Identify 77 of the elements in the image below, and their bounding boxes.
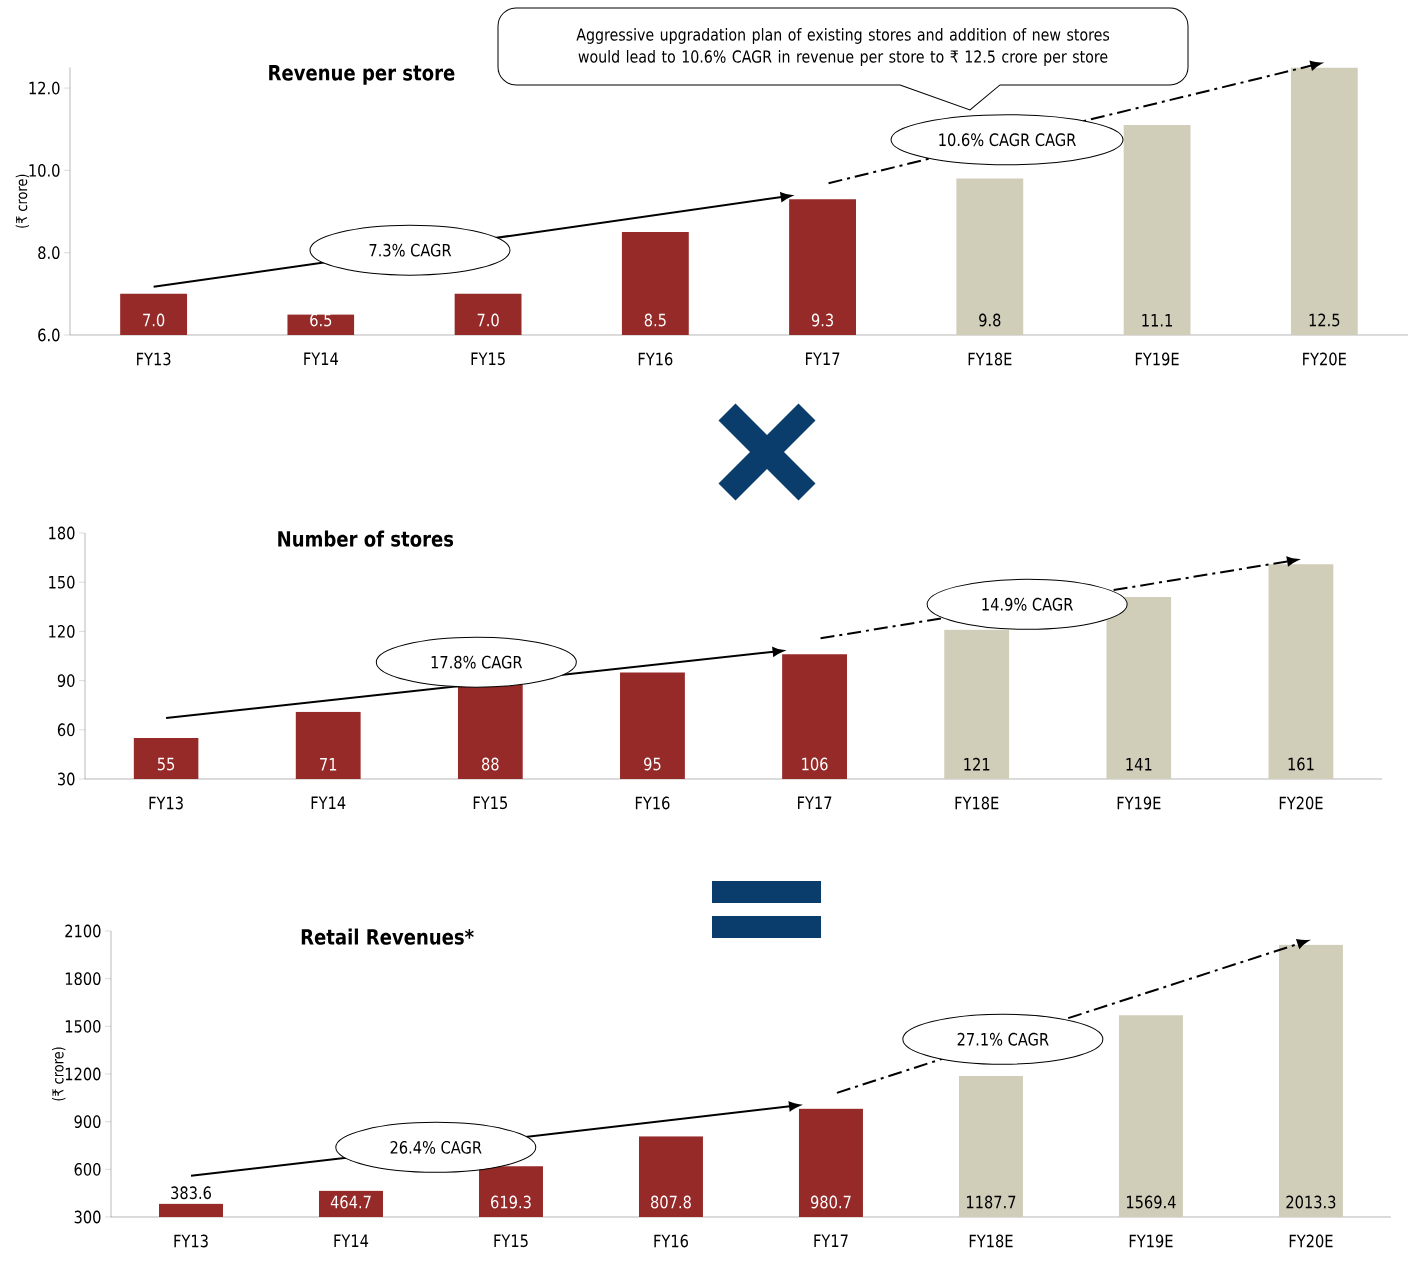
annotation: 27.1% CAGR	[957, 1032, 1049, 1046]
data-label: 121	[964, 757, 990, 771]
data-label: 95	[644, 757, 661, 771]
text: Aggressive upgradation plan of existing stores and addition of new stores would lead to 10.6% CAGR in revenue per store to ₹ 12.5 crore per store	[576, 28, 1110, 66]
annotation: 17.8% CAGR	[431, 655, 523, 669]
x-tick-label: FY14	[334, 1234, 369, 1247]
x-tick-label: FY20E	[1303, 352, 1346, 366]
data-label: 6.5	[310, 313, 332, 327]
y-axis-title: (₹ crore)	[15, 174, 30, 228]
data-label: 9.3	[811, 313, 834, 327]
data-label: 8.5	[644, 313, 666, 327]
x-tick-label: FY19E	[1135, 352, 1179, 366]
data-label: 141	[1126, 758, 1152, 771]
data-label: 383.6	[171, 1186, 211, 1200]
data-label: 55	[157, 757, 175, 771]
x-tick-label: FY18E	[969, 1234, 1013, 1248]
x-tick-label: FY16	[635, 796, 670, 810]
x-tick-label: FY14	[311, 796, 346, 809]
data-label: 7.0	[143, 313, 165, 327]
data-label: 161	[1288, 757, 1314, 771]
x-tick-label: FY17	[798, 796, 832, 809]
y-tick-label: 12.0	[29, 81, 60, 95]
data-label: 2013.3	[1286, 1195, 1336, 1209]
x-tick-label: FY19E	[1117, 796, 1161, 810]
y-tick-label: 120	[49, 624, 75, 638]
y-tick-label: 1200	[65, 1067, 101, 1081]
x-tick-label: FY18E	[955, 796, 999, 810]
chart-title: Number of stores	[278, 530, 454, 547]
y-tick-label: 900	[74, 1115, 101, 1129]
y-tick-label: 30	[57, 772, 75, 786]
x-tick-label: FY13	[137, 352, 171, 366]
x-tick-label: FY18E	[968, 352, 1012, 366]
annotation: 7.3% CAGR	[369, 243, 452, 257]
x-tick-label: FY13	[174, 1234, 208, 1248]
data-label: 11.1	[1142, 314, 1172, 327]
x-tick-label: FY17	[806, 352, 840, 365]
data-label: 9.8	[979, 313, 1001, 327]
x-tick-label: FY16	[638, 352, 673, 366]
data-label: 7.0	[477, 313, 499, 327]
x-tick-label: FY19E	[1129, 1234, 1173, 1248]
y-tick-label: 180	[49, 526, 75, 540]
y-tick-label: 300	[74, 1210, 101, 1224]
y-tick-label: 150	[49, 575, 75, 589]
x-tick-label: FY15	[494, 1234, 528, 1248]
x-tick-label: FY15	[471, 352, 505, 366]
x-tick-label: FY13	[149, 796, 183, 810]
data-label: 619.3	[491, 1195, 531, 1209]
data-label: 980.7	[810, 1195, 851, 1209]
y-tick-label: 1800	[65, 972, 101, 986]
x-tick-label: FY16	[654, 1234, 689, 1248]
y-tick-label: 10.0	[29, 163, 60, 177]
x-tick-label: FY14	[304, 352, 339, 365]
y-tick-label: 8.0	[38, 246, 60, 260]
annotation: 14.9% CAGR	[982, 597, 1073, 611]
data-label: 71	[320, 758, 337, 771]
y-tick-label: 600	[74, 1162, 101, 1176]
y-axis-title: (₹ crore)	[52, 1047, 66, 1101]
y-tick-label: 90	[57, 674, 75, 688]
annotation: 10.6% CAGR CAGR	[939, 133, 1076, 147]
annotation: 26.4% CAGR	[390, 1140, 482, 1154]
chart-title: Retail Revenues*	[301, 928, 474, 945]
x-tick-label: FY15	[473, 796, 508, 810]
x-tick-label: FY20E	[1289, 1234, 1333, 1248]
data-label: 1187.7	[966, 1195, 1016, 1209]
x-tick-label: FY20E	[1279, 796, 1323, 810]
data-label: 1569.4	[1126, 1195, 1176, 1209]
data-label: 464.7	[330, 1195, 371, 1209]
y-tick-label: 1500	[65, 1019, 101, 1033]
data-label: 106	[802, 757, 828, 771]
y-tick-label: 6.0	[38, 328, 60, 342]
data-label: 807.8	[651, 1195, 691, 1209]
y-tick-label: 60	[57, 723, 75, 737]
chart-title: Revenue per store	[269, 65, 455, 85]
x-tick-label: FY17	[814, 1234, 848, 1247]
data-label: 88	[482, 757, 499, 771]
data-label: 12.5	[1309, 313, 1340, 327]
y-tick-label: 2100	[65, 924, 101, 938]
